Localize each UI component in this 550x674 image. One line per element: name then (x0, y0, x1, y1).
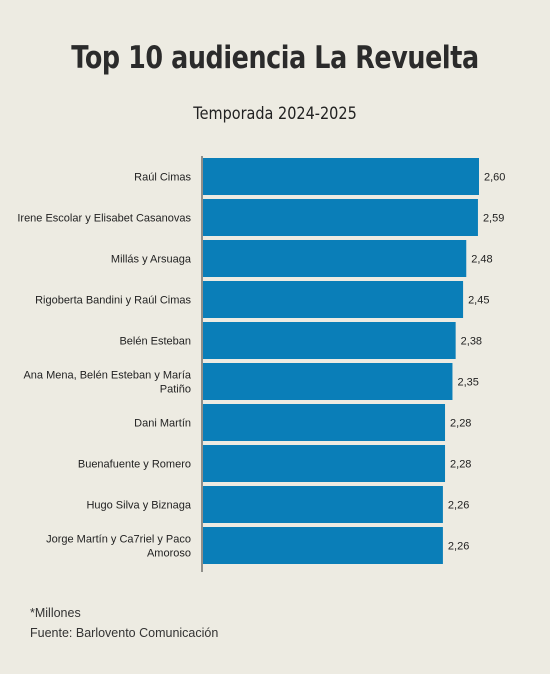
category-label-1: Irene Escolar y Elisabet Casanovas (17, 213, 191, 225)
category-label-3: Rigoberta Bandini y Raúl Cimas (35, 295, 191, 307)
value-label-1: 2,59 (483, 213, 504, 225)
category-label-4: Belén Esteban (119, 336, 191, 348)
category-label-5: Ana Mena, Belén Esteban y María Patiño (23, 370, 191, 396)
category-label-7: Buenafuente y Romero (78, 459, 191, 471)
value-label-2: 2,48 (471, 254, 492, 266)
bar-5[interactable] (203, 363, 453, 400)
category-label-8: Hugo Silva y Biznaga (86, 500, 191, 512)
bar-9[interactable] (203, 527, 443, 564)
bar-7[interactable] (203, 445, 446, 482)
chart-title: Top 10 audiencia La Revuelta (71, 40, 479, 76)
bar-1[interactable] (203, 199, 478, 236)
category-label-9: Jorge Martín y Ca7riel y Paco Amoroso (46, 534, 191, 560)
value-label-0: 2,60 (484, 172, 505, 184)
chart-subtitle: Temporada 2024-2025 (193, 104, 357, 124)
value-label-8: 2,26 (448, 500, 469, 512)
bar-3[interactable] (203, 281, 464, 318)
bar-chart: 2,60 Raúl Cimas 2,59 Irene Escolar y Elisab… (17, 156, 505, 572)
value-label-4: 2,38 (461, 336, 482, 348)
category-label-2: Millás y Arsuaga (111, 254, 192, 266)
category-label-6: Dani Martín (134, 418, 191, 430)
category-label-0: Raúl Cimas (134, 172, 191, 184)
unit-note: *Millones (30, 606, 81, 620)
bar-8[interactable] (203, 486, 443, 523)
value-label-9: 2,26 (448, 541, 469, 553)
value-label-5: 2,35 (457, 377, 478, 389)
value-label-3: 2,45 (468, 295, 489, 307)
value-label-7: 2,28 (450, 459, 471, 471)
source-note: Fuente: Barlovento Comunicación (30, 626, 219, 640)
bar-2[interactable] (203, 240, 467, 277)
bar-0[interactable] (203, 158, 479, 195)
bar-4[interactable] (203, 322, 456, 359)
value-label-6: 2,28 (450, 418, 471, 430)
bar-6[interactable] (203, 404, 446, 441)
